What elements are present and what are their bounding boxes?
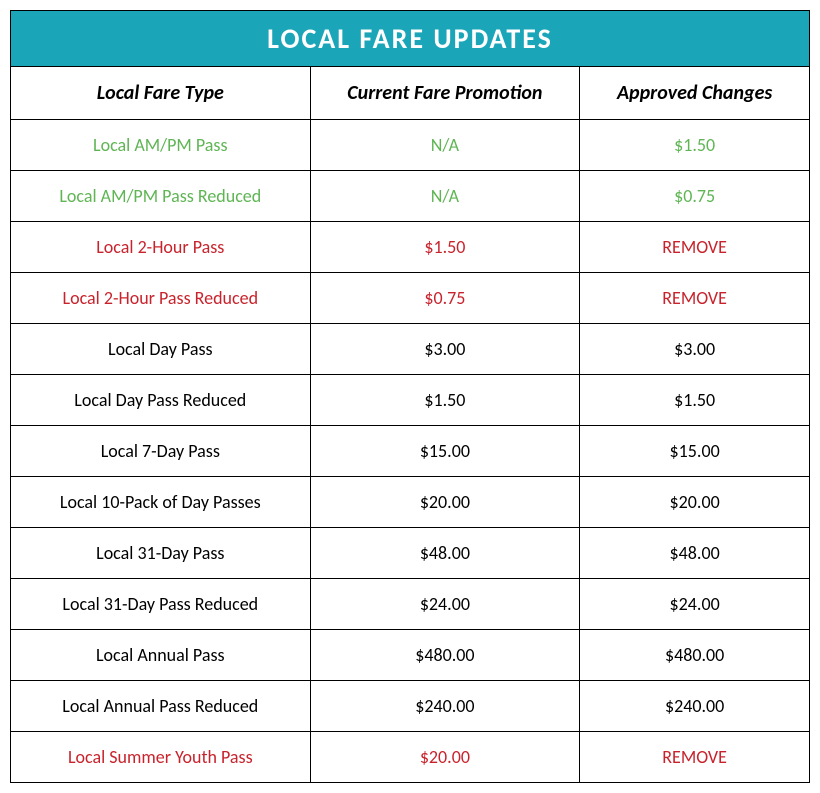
approved-changes-cell: REMOVE (580, 222, 810, 273)
table-row: Local AM/PM Pass Reduced N/A $0.75 (11, 171, 810, 222)
title-row: LOCAL FARE UPDATES (11, 11, 810, 67)
approved-changes-cell: $0.75 (580, 171, 810, 222)
table-row: Local Day Pass Reduced $1.50 $1.50 (11, 375, 810, 426)
header-row: Local Fare Type Current Fare Promotion A… (11, 67, 810, 120)
approved-changes-cell: $24.00 (580, 579, 810, 630)
table-row: Local 2-Hour Pass Reduced $0.75 REMOVE (11, 273, 810, 324)
fare-type-cell: Local Summer Youth Pass (11, 732, 311, 783)
approved-changes-cell: REMOVE (580, 273, 810, 324)
current-fare-cell: $240.00 (310, 681, 580, 732)
column-header-fare-type: Local Fare Type (11, 67, 311, 120)
table-row: Local 2-Hour Pass $1.50 REMOVE (11, 222, 810, 273)
table-row: Local 7-Day Pass $15.00 $15.00 (11, 426, 810, 477)
current-fare-cell: $0.75 (310, 273, 580, 324)
current-fare-cell: N/A (310, 171, 580, 222)
fare-type-cell: Local Annual Pass (11, 630, 311, 681)
column-header-current-fare: Current Fare Promotion (310, 67, 580, 120)
table-title: LOCAL FARE UPDATES (11, 11, 810, 67)
table-row: Local Day Pass $3.00 $3.00 (11, 324, 810, 375)
table-row: Local Summer Youth Pass $20.00 REMOVE (11, 732, 810, 783)
fare-type-cell: Local 2-Hour Pass Reduced (11, 273, 311, 324)
table-row: Local Annual Pass $480.00 $480.00 (11, 630, 810, 681)
current-fare-cell: N/A (310, 120, 580, 171)
current-fare-cell: $24.00 (310, 579, 580, 630)
fare-type-cell: Local Day Pass Reduced (11, 375, 311, 426)
approved-changes-cell: $1.50 (580, 375, 810, 426)
approved-changes-cell: $48.00 (580, 528, 810, 579)
current-fare-cell: $480.00 (310, 630, 580, 681)
table-row: Local 10-Pack of Day Passes $20.00 $20.0… (11, 477, 810, 528)
table-row: Local AM/PM Pass N/A $1.50 (11, 120, 810, 171)
current-fare-cell: $1.50 (310, 375, 580, 426)
table-body: Local AM/PM Pass N/A $1.50 Local AM/PM P… (11, 120, 810, 783)
current-fare-cell: $20.00 (310, 732, 580, 783)
current-fare-cell: $1.50 (310, 222, 580, 273)
current-fare-cell: $15.00 (310, 426, 580, 477)
approved-changes-cell: $240.00 (580, 681, 810, 732)
approved-changes-cell: $1.50 (580, 120, 810, 171)
table-row: Local Annual Pass Reduced $240.00 $240.0… (11, 681, 810, 732)
fare-type-cell: Local 2-Hour Pass (11, 222, 311, 273)
current-fare-cell: $20.00 (310, 477, 580, 528)
fare-type-cell: Local 7-Day Pass (11, 426, 311, 477)
current-fare-cell: $48.00 (310, 528, 580, 579)
table-row: Local 31-Day Pass $48.00 $48.00 (11, 528, 810, 579)
approved-changes-cell: $480.00 (580, 630, 810, 681)
fare-type-cell: Local Annual Pass Reduced (11, 681, 311, 732)
fare-type-cell: Local Day Pass (11, 324, 311, 375)
fare-updates-table: LOCAL FARE UPDATES Local Fare Type Curre… (10, 10, 810, 783)
approved-changes-cell: $20.00 (580, 477, 810, 528)
approved-changes-cell: $3.00 (580, 324, 810, 375)
approved-changes-cell: $15.00 (580, 426, 810, 477)
fare-type-cell: Local AM/PM Pass Reduced (11, 171, 311, 222)
column-header-approved-changes: Approved Changes (580, 67, 810, 120)
fare-type-cell: Local 31-Day Pass Reduced (11, 579, 311, 630)
fare-type-cell: Local 10-Pack of Day Passes (11, 477, 311, 528)
approved-changes-cell: REMOVE (580, 732, 810, 783)
current-fare-cell: $3.00 (310, 324, 580, 375)
table-row: Local 31-Day Pass Reduced $24.00 $24.00 (11, 579, 810, 630)
fare-type-cell: Local 31-Day Pass (11, 528, 311, 579)
fare-type-cell: Local AM/PM Pass (11, 120, 311, 171)
